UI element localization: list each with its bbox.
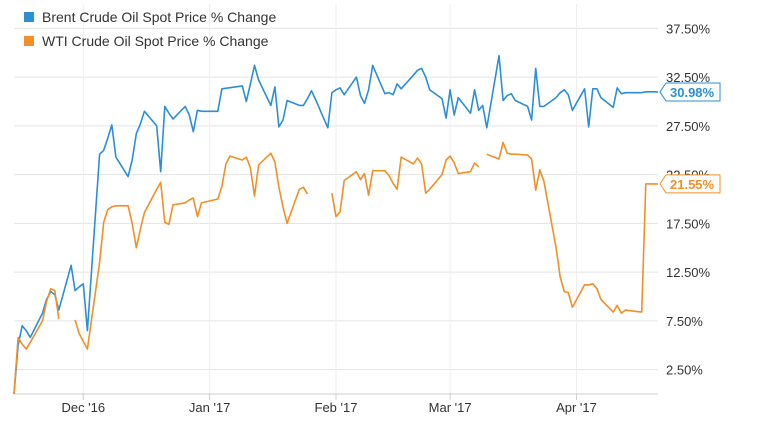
legend-item-wti[interactable]: WTI Crude Oil Spot Price % Change [24, 33, 269, 49]
x-axis-ticks: Dec '16 Jan '17 Feb '17 Mar '17 Apr '17 [61, 394, 597, 415]
end-label-brent-box [659, 82, 721, 102]
series-line-1 [13, 141, 658, 395]
end-label-brent-text: 30.98% [670, 85, 715, 100]
y-tick-label: 27.50% [666, 119, 711, 134]
series-line-0 [13, 54, 659, 395]
legend-swatch-wti [24, 36, 34, 46]
end-label-wti-box [659, 174, 721, 194]
x-tick-label: Mar '17 [429, 400, 472, 415]
end-label-brent: 30.98% [659, 82, 721, 102]
x-tick-label: Feb '17 [315, 400, 358, 415]
y-tick-label: 7.50% [666, 314, 703, 329]
legend-label-wti: WTI Crude Oil Spot Price % Change [42, 33, 269, 49]
series-lines [13, 54, 659, 395]
x-tick-label: Apr '17 [556, 400, 597, 415]
y-tick-label: 32.50% [666, 70, 711, 85]
x-tick-label: Jan '17 [189, 400, 231, 415]
y-tick-label: 2.50% [666, 363, 703, 378]
y-axis-ticks: 2.50%7.50%12.50%17.50%22.50%27.50%32.50%… [666, 21, 711, 377]
grid-lines [14, 4, 658, 394]
y-tick-label: 37.50% [666, 21, 711, 36]
x-tick-label: Dec '16 [61, 400, 105, 415]
end-value-labels: 30.98% 21.55% [659, 82, 721, 194]
end-label-wti: 21.55% [659, 174, 721, 194]
legend: Brent Crude Oil Spot Price % Change WTI … [24, 9, 276, 49]
legend-label-brent: Brent Crude Oil Spot Price % Change [42, 9, 276, 25]
end-label-wti-text: 21.55% [670, 177, 715, 192]
legend-swatch-brent [24, 12, 34, 22]
legend-item-brent[interactable]: Brent Crude Oil Spot Price % Change [24, 9, 276, 25]
y-tick-label: 17.50% [666, 216, 711, 231]
y-tick-label: 12.50% [666, 265, 711, 280]
